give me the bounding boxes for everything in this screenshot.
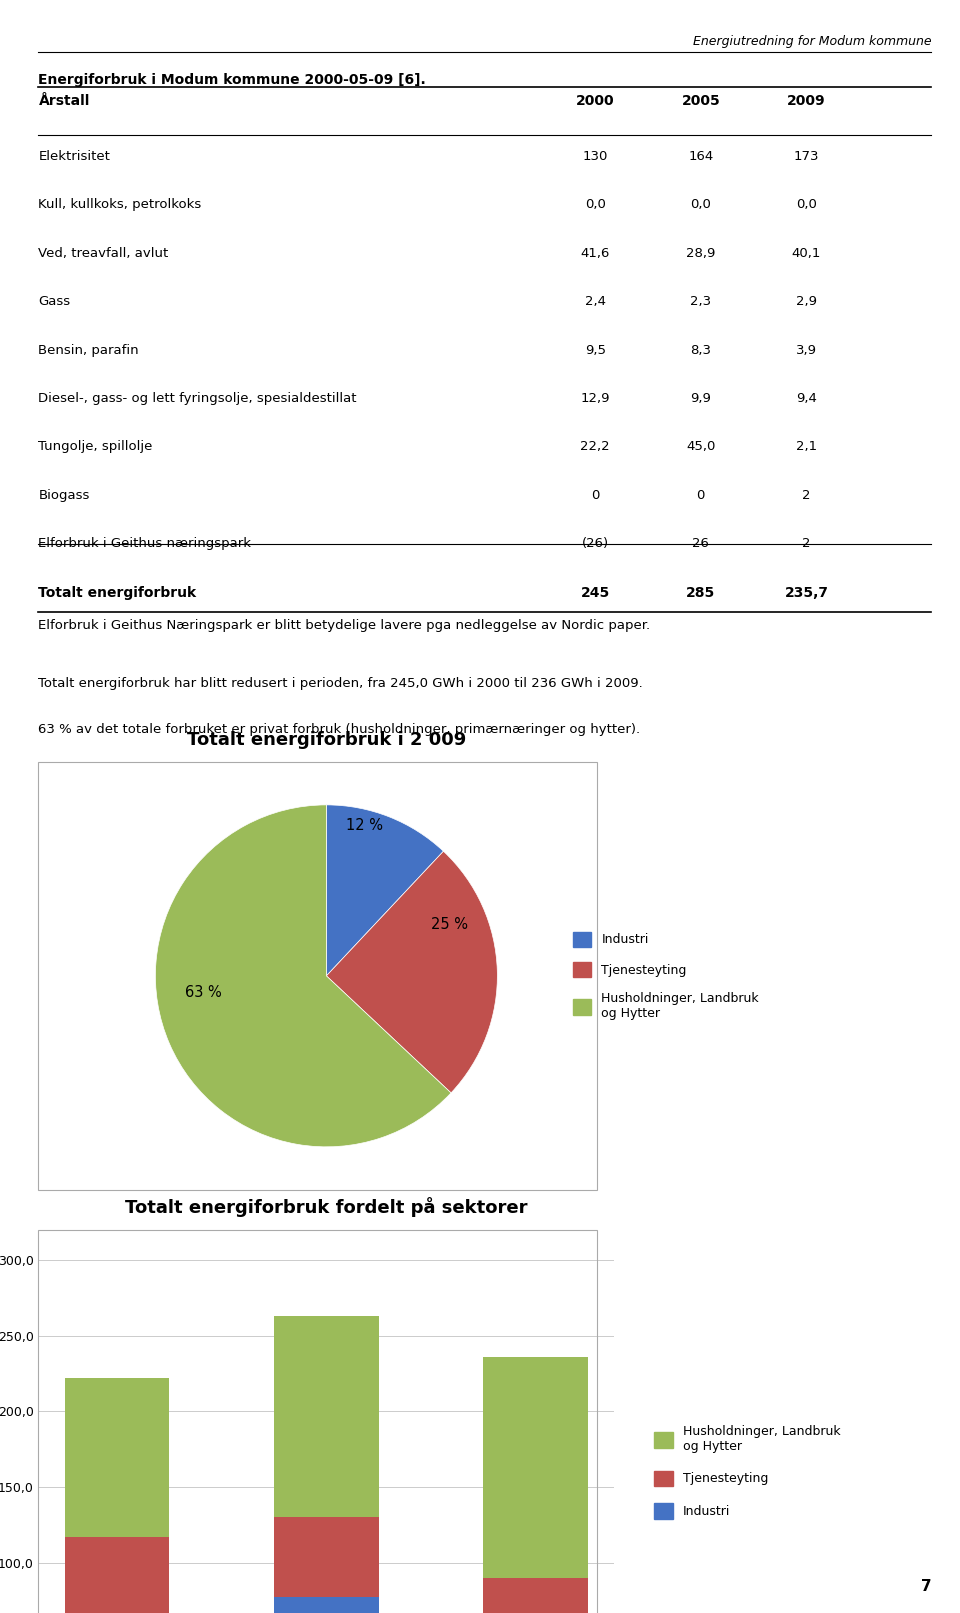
Text: 130: 130 bbox=[583, 150, 608, 163]
Text: 0,0: 0,0 bbox=[796, 198, 817, 211]
Text: 245: 245 bbox=[581, 586, 610, 600]
Text: Tungolje, spillolje: Tungolje, spillolje bbox=[38, 440, 153, 453]
Text: 40,1: 40,1 bbox=[792, 247, 821, 260]
Bar bbox=[274, 1518, 379, 1597]
Text: 0,0: 0,0 bbox=[690, 198, 711, 211]
Text: 173: 173 bbox=[794, 150, 819, 163]
Text: 235,7: 235,7 bbox=[784, 586, 828, 600]
Text: Ved, treavfall, avlut: Ved, treavfall, avlut bbox=[38, 247, 169, 260]
Wedge shape bbox=[326, 805, 444, 976]
Bar bbox=[484, 1578, 588, 1613]
Text: Energiutredning for Modum kommune: Energiutredning for Modum kommune bbox=[692, 35, 931, 48]
Bar bbox=[64, 1537, 169, 1613]
Text: 9,4: 9,4 bbox=[796, 392, 817, 405]
Text: 2: 2 bbox=[803, 537, 810, 550]
Text: 0: 0 bbox=[697, 489, 705, 502]
Text: Bensin, parafin: Bensin, parafin bbox=[38, 344, 139, 356]
Text: 2,4: 2,4 bbox=[585, 295, 606, 308]
Text: Elforbruk i Geithus Næringspark er blitt betydelige lavere pga nedleggelse av No: Elforbruk i Geithus Næringspark er blitt… bbox=[38, 619, 651, 632]
Text: 2,3: 2,3 bbox=[690, 295, 711, 308]
Text: 3,9: 3,9 bbox=[796, 344, 817, 356]
Text: 2: 2 bbox=[803, 489, 810, 502]
Text: 63 % av det totale forbruket er privat forbruk (husholdninger, primærnæringer og: 63 % av det totale forbruket er privat f… bbox=[38, 724, 640, 737]
Text: (26): (26) bbox=[582, 537, 609, 550]
Text: 2,9: 2,9 bbox=[796, 295, 817, 308]
Text: Totalt energiforbruk har blitt redusert i perioden, fra 245,0 GWh i 2000 til 236: Totalt energiforbruk har blitt redusert … bbox=[38, 677, 643, 690]
Text: 0: 0 bbox=[591, 489, 599, 502]
Text: 9,9: 9,9 bbox=[690, 392, 711, 405]
Text: Totalt energiforbruk: Totalt energiforbruk bbox=[38, 586, 197, 600]
Legend: Industri, Tjenesteyting, Husholdninger, Landbruk
og Hytter: Industri, Tjenesteyting, Husholdninger, … bbox=[567, 926, 764, 1026]
Text: 45,0: 45,0 bbox=[686, 440, 715, 453]
Text: 25 %: 25 % bbox=[431, 918, 468, 932]
Bar bbox=[64, 1378, 169, 1537]
Text: Elforbruk i Geithus næringspark: Elforbruk i Geithus næringspark bbox=[38, 537, 252, 550]
Text: Elektrisitet: Elektrisitet bbox=[38, 150, 110, 163]
Text: Diesel-, gass- og lett fyringsolje, spesialdestillat: Diesel-, gass- og lett fyringsolje, spes… bbox=[38, 392, 357, 405]
Text: 285: 285 bbox=[686, 586, 715, 600]
Text: Gass: Gass bbox=[38, 295, 70, 308]
Legend: Husholdninger, Landbruk
og Hytter, Tjenesteyting, Industri: Husholdninger, Landbruk og Hytter, Tjene… bbox=[650, 1419, 846, 1524]
Text: 8,3: 8,3 bbox=[690, 344, 711, 356]
Bar bbox=[274, 1597, 379, 1613]
Text: 22,2: 22,2 bbox=[581, 440, 610, 453]
Text: 63 %: 63 % bbox=[185, 986, 222, 1000]
Text: 0,0: 0,0 bbox=[585, 198, 606, 211]
Text: 164: 164 bbox=[688, 150, 713, 163]
Text: 2009: 2009 bbox=[787, 94, 826, 108]
Text: Kull, kullkoks, petrolkoks: Kull, kullkoks, petrolkoks bbox=[38, 198, 202, 211]
Title: Totalt energiforbruk i 2 009: Totalt energiforbruk i 2 009 bbox=[187, 731, 466, 750]
Text: Årstall: Årstall bbox=[38, 94, 90, 108]
Bar bbox=[484, 1357, 588, 1578]
Text: 12,9: 12,9 bbox=[581, 392, 610, 405]
Text: 7: 7 bbox=[921, 1579, 931, 1594]
Text: Energiforbruk i Modum kommune 2000-05-09 [6].: Energiforbruk i Modum kommune 2000-05-09… bbox=[38, 73, 426, 87]
Text: Biogass: Biogass bbox=[38, 489, 90, 502]
Text: 2,1: 2,1 bbox=[796, 440, 817, 453]
Bar bbox=[274, 1316, 379, 1518]
Text: 28,9: 28,9 bbox=[686, 247, 715, 260]
Text: 2000: 2000 bbox=[576, 94, 614, 108]
Text: 41,6: 41,6 bbox=[581, 247, 610, 260]
Wedge shape bbox=[326, 852, 497, 1094]
Text: 9,5: 9,5 bbox=[585, 344, 606, 356]
Text: 12 %: 12 % bbox=[346, 818, 382, 832]
Title: Totalt energiforbruk fordelt på sektorer: Totalt energiforbruk fordelt på sektorer bbox=[125, 1197, 528, 1218]
Wedge shape bbox=[156, 805, 451, 1147]
Text: 26: 26 bbox=[692, 537, 709, 550]
Text: 2005: 2005 bbox=[682, 94, 720, 108]
